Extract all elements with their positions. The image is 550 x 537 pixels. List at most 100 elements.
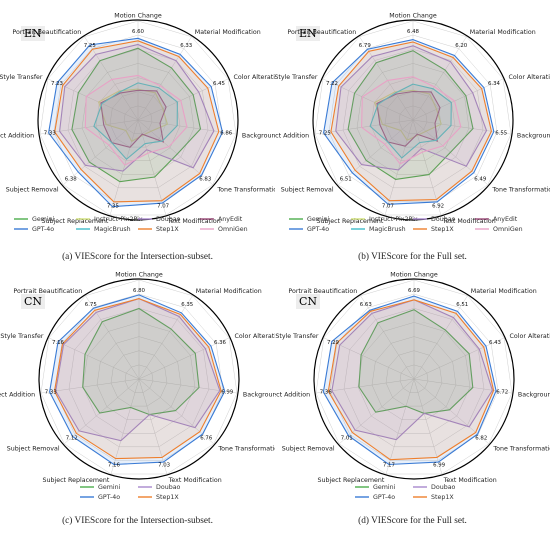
caption: (a) VIEScore for the Intersection-subset… [62,252,213,262]
value-label: 6.72 [496,390,508,396]
axis-label: Portrait Beautification [12,29,81,36]
axis-label: Color Alteration [234,74,276,81]
axis-spoke [39,119,139,135]
series-anyedit [376,90,441,147]
axis-label: Style Transfer [0,74,43,81]
axis-label: Style Transfer [275,74,318,81]
legend-item-magicbrush: MagicBrush [369,226,406,233]
legend-item-step1x: Step1X [431,226,454,233]
axis-spoke [137,78,229,121]
value-label: 7.07 [157,204,169,210]
axis-label: Portrait Beautification [287,29,356,36]
axis-spoke [137,119,213,186]
series-gpt-4o [322,295,497,466]
series-doubao [55,298,221,442]
axis-label: Subject Removal [6,186,59,193]
outer-ring [38,278,240,480]
axis-spoke [384,119,414,216]
series-magicbrush [93,82,178,160]
legend-item-step1x: Step1X [156,494,179,501]
axis-spoke [412,119,512,135]
grid-ring [370,77,456,161]
axis-label: Text Modification [443,477,497,484]
series-instruct-pix2pix [374,89,442,141]
value-label: 6.48 [407,29,420,35]
value-label: 6.75 [85,302,97,308]
value-label: 6.80 [133,288,146,294]
radar-chart-c: Motion Change Material Modification Color … [0,272,275,502]
language-tag: EN [21,26,45,41]
value-label: 6.99 [433,463,446,469]
axis-label: Portrait Beautification [13,288,82,295]
grid-ring [68,308,210,448]
grid-ring [40,279,238,475]
caption: (b) VIEScore for the Full set. [358,252,467,262]
grid-ring [315,279,513,475]
value-label: 7.12 [66,435,78,441]
value-label: 7.29 [327,340,340,346]
grid-ring [371,336,457,420]
axis-label: Subject Replacement [317,477,384,484]
axis-spoke [412,36,467,121]
axis-spoke [323,337,415,380]
axis-label: Background Change [243,391,275,398]
value-label: 6.76 [200,435,213,441]
grid-ring [398,105,428,134]
value-label: 7.16 [52,340,65,346]
grid-ring [384,91,442,148]
grid-ring [314,20,512,216]
series-anyedit [100,89,167,148]
legend-item-magicbrush: MagicBrush [94,226,131,233]
value-label: 7.33 [44,131,56,137]
value-label: 6.60 [132,29,145,35]
radar-chart-a: Motion Change Material Modification Color … [0,13,276,234]
axis-label: Color Alteration [510,333,550,340]
value-label: 6.55 [495,131,507,137]
value-label: 7.07 [382,204,394,210]
outer-ring [37,19,239,221]
grid-ring [343,308,485,448]
value-label: 6.86 [220,131,233,137]
value-label: 6.82 [475,435,487,441]
axis-label: Subject Replacement [42,477,109,484]
value-label: 7.25 [84,43,96,49]
axis-label: Tone Transformation [491,186,550,193]
value-label: 7.22 [326,81,338,87]
grid-ring [328,34,498,202]
axis-spoke [360,295,415,380]
language-tag: CN [21,294,46,309]
axis-spoke [385,378,415,475]
axis-spoke [413,378,489,445]
series-gemini [71,47,202,183]
axis-spoke [40,378,140,394]
series-gemini [358,309,474,414]
series-omnigen [84,74,188,166]
series-step1x [330,41,492,202]
legend-item-gemini: Gemini [373,484,396,491]
value-label: 6.43 [489,340,501,346]
series-gpt-4o [49,294,226,466]
series-gemini [82,307,200,416]
legend-item-step1x: Step1X [431,494,454,501]
axis-spoke [109,119,139,216]
value-label: 6.34 [488,81,501,87]
axis-label: Subject Removal [282,445,335,452]
axis-label: Background Change [517,132,550,139]
grid-ring [123,105,153,134]
legend-item-gpt-4o: GPT-4o [32,226,54,233]
axis-spoke [413,295,468,380]
legend-item-gemini: Gemini [98,484,121,491]
legend-item-omnigen: OmniGen [493,226,523,233]
axis-spoke [359,36,414,121]
series-step1x [327,299,495,461]
value-label: 6.92 [432,204,444,210]
legend-item-step1x: Step1X [156,226,179,233]
axis-label: Subject Replacement [41,218,108,225]
axis-spoke [138,378,168,475]
series-doubao [331,299,494,441]
axis-label: Motion Change [115,272,163,279]
value-label: 6.79 [359,43,372,49]
caption: (c) VIEScore for the Intersection-subset… [62,516,213,526]
value-label: 6.49 [474,176,487,182]
axis-spoke [138,295,193,380]
